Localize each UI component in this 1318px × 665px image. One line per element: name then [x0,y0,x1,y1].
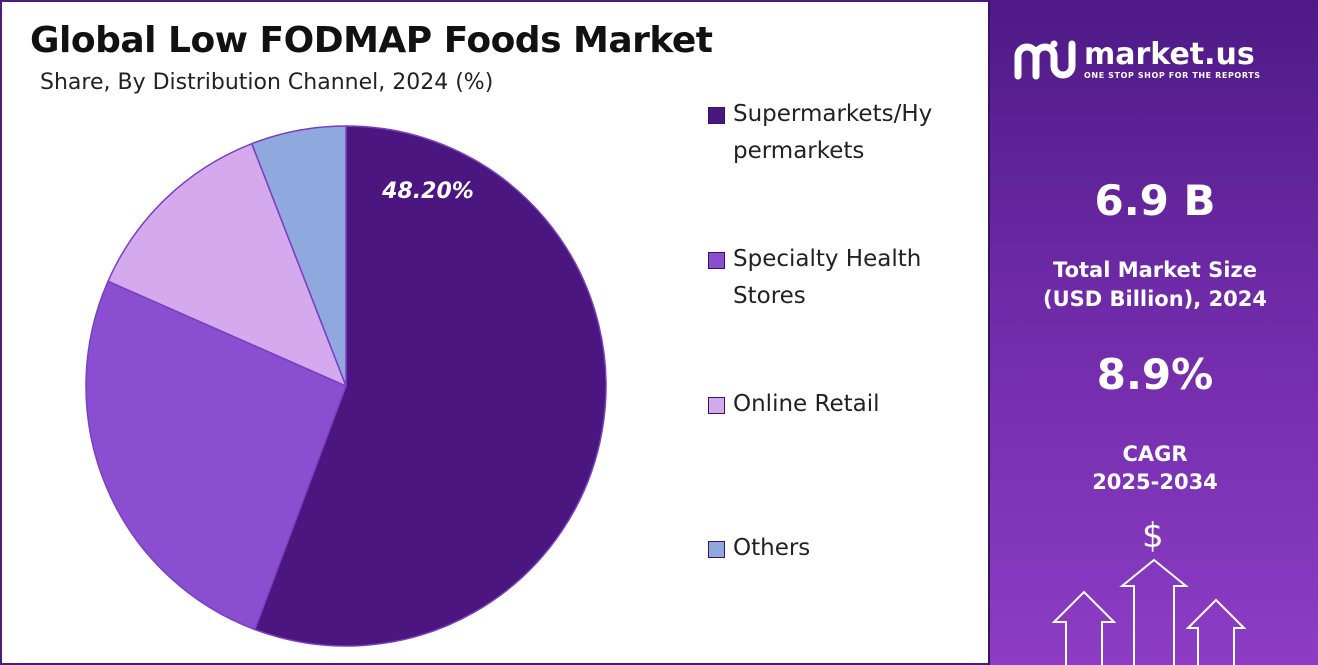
pie-slice-supermarkets [253,125,607,647]
brand-logo: market.us ONE STOP SHOP FOR THE REPORTS [1012,36,1261,82]
cagr-label-line1: CAGR [1122,442,1188,466]
chart-subtitle: Share, By Distribution Channel, 2024 (%) [40,70,494,95]
legend-swatch [708,252,725,269]
legend-swatch [708,541,725,558]
pie-slice-specialty-health-stores [85,280,347,631]
legend-label: Specialty Health Stores [733,246,922,309]
data-label-supermarkets: 48.20% [381,179,474,204]
legend-swatch [708,397,725,414]
pie-slice-others [250,125,347,387]
legend-label: Others [733,535,811,561]
market-us-logo-icon [1014,40,1076,80]
pie-slice-online-retail [107,142,348,388]
legend-label: Supermarkets/Hy permarkets [733,101,933,164]
legend-item-online-retail: Online Retail [708,386,968,423]
pie-chart: 48.20% [85,125,607,647]
chart-title: Global Low FODMAP Foods Market [30,20,713,61]
cagr-label-line2: 2025-2034 [1092,470,1218,494]
legend-item-supermarkets: Supermarkets/Hy permarkets [708,96,968,170]
market-size-value: 6.9 B [1094,176,1216,225]
market-size-label-line2: (USD Billion), 2024 [1042,287,1268,311]
cagr-value: 8.9% [1096,350,1214,399]
dollar-icon: $ [1142,516,1164,556]
brand-name: market.us [1084,36,1255,72]
legend-swatch [708,107,725,124]
legend-item-specialty-health-stores: Specialty Health Stores [708,241,968,315]
market-size-label-line1: Total Market Size [1053,258,1257,282]
summary-panel: market.us ONE STOP SHOP FOR THE REPORTS … [988,0,1318,665]
growth-arrows-icon [1051,558,1247,665]
brand-tagline: ONE STOP SHOP FOR THE REPORTS [1084,70,1261,80]
legend-label: Online Retail [733,391,880,417]
legend-item-others: Others [708,530,968,567]
